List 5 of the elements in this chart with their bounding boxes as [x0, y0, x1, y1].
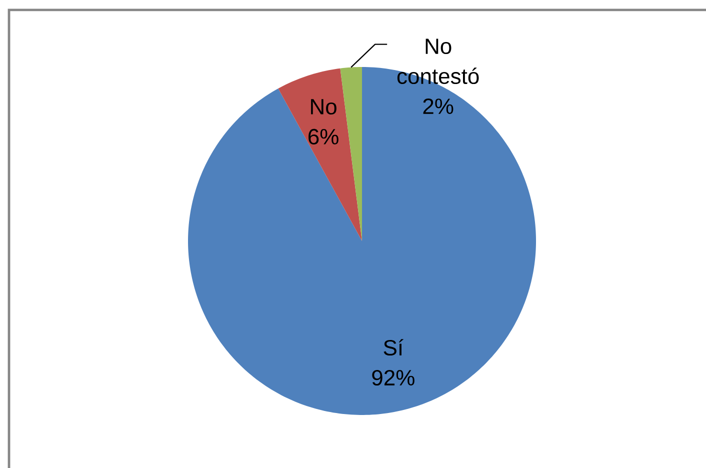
- slice-label: Sí: [384, 339, 404, 356]
- data-label: 92%: [372, 370, 414, 386]
- data-label: 2%: [423, 98, 454, 114]
- slice-label: No: [311, 99, 336, 115]
- data-label: 6%: [308, 128, 338, 145]
